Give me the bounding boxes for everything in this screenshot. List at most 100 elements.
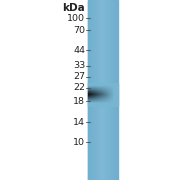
Bar bbox=[93, 86, 94, 87]
Bar bbox=[102, 94, 103, 95]
Bar bbox=[94, 90, 95, 91]
Bar bbox=[94, 96, 95, 97]
Bar bbox=[96, 102, 97, 103]
Bar bbox=[105, 96, 106, 97]
Bar bbox=[88, 83, 89, 84]
Bar bbox=[117, 95, 118, 96]
Bar bbox=[110, 85, 111, 86]
Bar bbox=[96, 84, 97, 85]
Bar bbox=[98, 94, 99, 95]
Bar bbox=[95, 87, 96, 88]
Bar bbox=[89, 88, 90, 89]
Bar bbox=[116, 83, 117, 84]
Bar bbox=[112, 0, 113, 180]
Bar bbox=[107, 98, 108, 99]
Bar bbox=[109, 99, 110, 100]
Bar bbox=[105, 105, 106, 106]
Bar bbox=[99, 99, 100, 100]
Bar bbox=[109, 101, 110, 102]
Bar bbox=[108, 104, 109, 105]
Bar bbox=[106, 100, 107, 101]
Bar bbox=[107, 103, 108, 104]
Bar bbox=[95, 0, 96, 180]
Bar bbox=[102, 101, 103, 102]
Bar bbox=[101, 87, 102, 88]
Bar bbox=[117, 98, 118, 99]
Bar bbox=[88, 85, 89, 86]
Bar bbox=[115, 83, 116, 84]
Bar bbox=[90, 91, 91, 92]
Bar bbox=[108, 103, 109, 104]
Bar bbox=[91, 105, 92, 106]
Bar bbox=[109, 97, 110, 98]
Bar bbox=[107, 96, 108, 97]
Bar bbox=[105, 84, 106, 85]
Bar bbox=[115, 102, 116, 103]
Bar bbox=[95, 84, 96, 85]
Bar bbox=[106, 104, 107, 105]
Bar bbox=[114, 104, 115, 105]
Bar bbox=[97, 92, 98, 93]
Bar bbox=[113, 96, 114, 97]
Bar bbox=[110, 96, 111, 97]
Bar bbox=[98, 103, 99, 104]
Bar bbox=[109, 98, 110, 99]
Bar bbox=[104, 105, 105, 106]
Bar bbox=[102, 91, 103, 92]
Bar bbox=[99, 88, 100, 89]
Bar bbox=[90, 105, 91, 106]
Bar bbox=[90, 98, 91, 99]
Bar bbox=[88, 91, 89, 92]
Bar bbox=[105, 85, 106, 86]
Bar bbox=[104, 103, 105, 104]
Bar bbox=[90, 103, 91, 104]
Bar bbox=[111, 98, 112, 99]
Bar bbox=[93, 92, 94, 93]
Bar bbox=[113, 103, 114, 104]
Bar bbox=[108, 86, 109, 87]
Bar bbox=[110, 83, 111, 84]
Bar bbox=[95, 92, 96, 93]
Bar bbox=[107, 100, 108, 101]
Bar bbox=[105, 98, 106, 99]
Bar bbox=[110, 98, 111, 99]
Bar bbox=[114, 85, 115, 86]
Bar bbox=[88, 86, 89, 87]
Bar bbox=[114, 93, 115, 94]
Bar bbox=[109, 86, 110, 87]
Bar bbox=[106, 98, 107, 99]
Bar bbox=[96, 101, 97, 102]
Bar bbox=[108, 96, 109, 97]
Bar bbox=[96, 90, 97, 91]
Bar bbox=[116, 87, 117, 88]
Bar bbox=[94, 97, 95, 98]
Bar bbox=[117, 101, 118, 102]
Bar bbox=[116, 93, 117, 94]
Bar bbox=[101, 96, 102, 97]
Bar bbox=[115, 96, 116, 97]
Bar bbox=[88, 100, 89, 101]
Bar bbox=[90, 104, 91, 105]
Text: 14: 14 bbox=[73, 118, 85, 127]
Bar bbox=[95, 94, 96, 95]
Bar bbox=[96, 0, 97, 180]
Bar bbox=[100, 104, 101, 105]
Bar bbox=[112, 101, 113, 102]
Bar bbox=[112, 86, 113, 87]
Bar bbox=[109, 95, 110, 96]
Bar bbox=[109, 90, 110, 91]
Bar bbox=[110, 87, 111, 88]
Bar bbox=[90, 96, 91, 97]
Bar bbox=[106, 95, 107, 96]
Bar bbox=[98, 101, 99, 102]
Bar bbox=[99, 84, 100, 85]
Bar bbox=[115, 93, 116, 94]
Bar bbox=[104, 87, 105, 88]
Bar bbox=[111, 103, 112, 104]
Bar bbox=[89, 97, 90, 98]
Bar bbox=[91, 103, 92, 104]
Bar bbox=[103, 102, 104, 103]
Bar bbox=[96, 86, 97, 87]
Bar bbox=[116, 104, 117, 105]
Bar bbox=[115, 89, 116, 90]
